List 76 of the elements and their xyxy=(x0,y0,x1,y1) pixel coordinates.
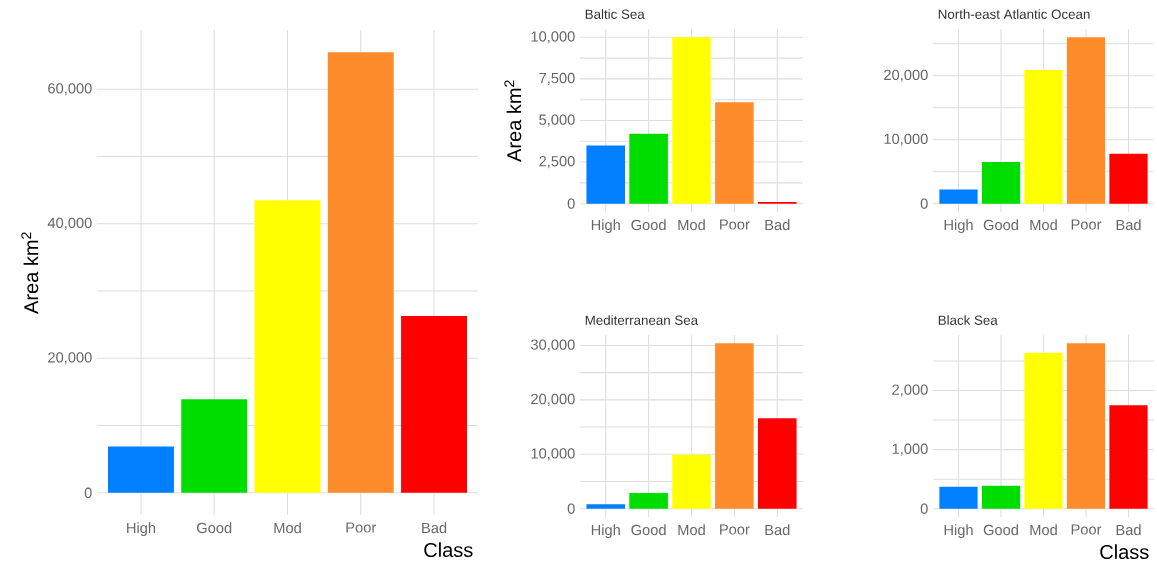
bar xyxy=(1066,37,1106,204)
y-tick-label: 40,000 xyxy=(47,217,92,231)
bar xyxy=(672,455,711,509)
bar xyxy=(629,134,668,204)
bar xyxy=(1109,154,1148,204)
bar xyxy=(981,162,1021,204)
bar xyxy=(629,493,668,509)
bar xyxy=(586,145,626,204)
chart-title: North-east Atlantic Ocean xyxy=(938,9,1090,20)
x-tick-label: High xyxy=(591,524,620,539)
y-tick-label: 20,000 xyxy=(884,69,928,83)
x-tick-label: Mod xyxy=(678,219,705,231)
chart-title: Mediterranean Sea xyxy=(585,315,699,326)
y-tick-label: 60,000 xyxy=(48,83,92,96)
x-tick-label: Mod xyxy=(274,522,301,534)
y-tick-label: 5,000 xyxy=(539,114,575,127)
y-tick-label: 0 xyxy=(567,198,575,210)
x-tick-label: High xyxy=(944,219,973,234)
x-tick-label: High xyxy=(127,522,156,537)
y-tick-label: 7,500 xyxy=(539,73,575,86)
y-tick-label: 10,000 xyxy=(531,448,575,461)
bar xyxy=(1066,343,1106,509)
x-tick-label: High xyxy=(944,524,973,539)
y-tick-label: 0 xyxy=(84,487,92,499)
x-tick-label: Poor xyxy=(1071,524,1102,535)
x-tick-label: Bad xyxy=(422,522,447,534)
y-tick-label: 1,000 xyxy=(892,443,928,456)
chart-title: Baltic Sea xyxy=(585,9,645,20)
x-tick-label: Bad xyxy=(765,524,790,536)
x-tick-label: Poor xyxy=(1071,219,1102,230)
y-tick-label: 0 xyxy=(920,198,928,210)
bar xyxy=(672,37,711,204)
x-tick-label: Poor xyxy=(720,219,750,230)
bar xyxy=(108,446,174,494)
x-tick-label: Good xyxy=(631,219,666,231)
y-tick-label: 20,000 xyxy=(531,394,575,407)
bar xyxy=(715,343,754,509)
x-tick-label: Mod xyxy=(1030,524,1057,536)
x-tick-label: Bad xyxy=(765,219,790,231)
x-tick-label: High xyxy=(591,219,620,234)
x-tick-label: Bad xyxy=(1116,219,1141,231)
x-tick-label: Good xyxy=(983,524,1018,536)
x-tick-label: Good xyxy=(631,524,666,536)
bar xyxy=(1024,70,1063,204)
bar xyxy=(327,52,394,494)
y-tick-label: 10,000 xyxy=(884,133,928,146)
bar xyxy=(401,316,468,494)
x-tick-label: Poor xyxy=(346,522,377,533)
bar xyxy=(1024,352,1063,509)
bar xyxy=(181,399,248,494)
x-tick-label: Bad xyxy=(1116,524,1141,536)
x-axis-title: Class xyxy=(424,542,473,558)
bar xyxy=(715,102,754,204)
x-tick-label: Good xyxy=(983,219,1018,231)
x-tick-label: Mod xyxy=(1030,219,1057,231)
y-tick-label: 30,000 xyxy=(531,339,575,352)
y-tick-label: 0 xyxy=(920,503,928,515)
x-tick-label: Mod xyxy=(678,524,705,536)
y-axis-title: Area km$^{2}$ xyxy=(504,80,522,163)
bar xyxy=(1109,405,1148,509)
bar xyxy=(254,200,321,494)
y-axis-title: Area km$^{2}$ xyxy=(21,232,39,315)
bar xyxy=(586,504,626,509)
x-axis-title: Class xyxy=(1100,544,1149,560)
bar xyxy=(981,485,1021,509)
bar xyxy=(757,418,797,509)
x-tick-label: Good xyxy=(197,522,232,534)
y-tick-label: 2,000 xyxy=(892,384,928,397)
bar xyxy=(939,487,978,509)
y-tick-label: 0 xyxy=(567,503,575,515)
y-tick-label: 20,000 xyxy=(48,352,92,365)
y-tick-label: 2,500 xyxy=(539,156,575,169)
y-tick-label: 10,000 xyxy=(531,31,575,44)
chart-title: Black Sea xyxy=(938,315,998,326)
bar xyxy=(939,189,978,204)
x-tick-label: Poor xyxy=(720,524,750,535)
